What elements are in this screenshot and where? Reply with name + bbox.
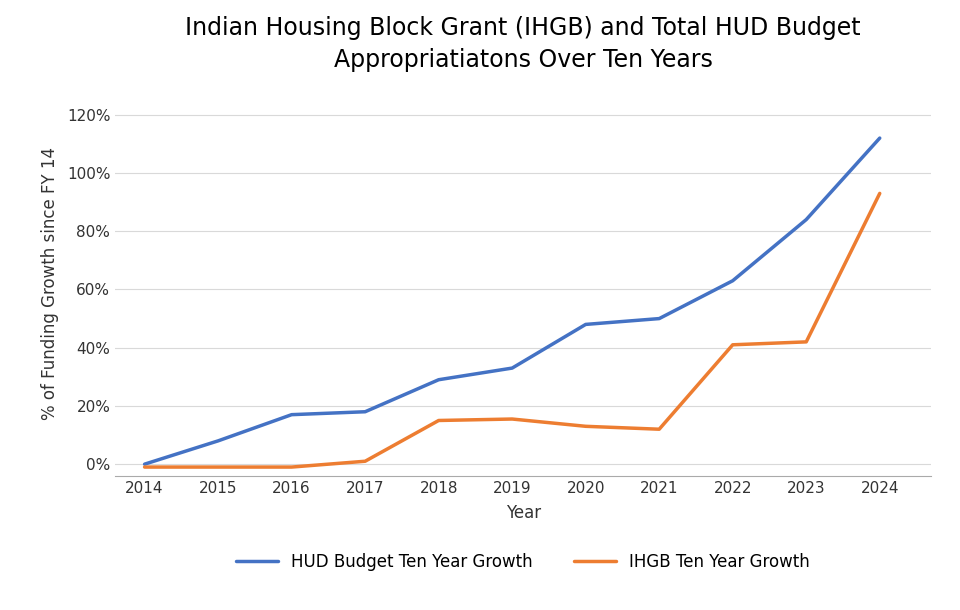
IHGB Ten Year Growth xyxy=(580,423,591,430)
Title: Indian Housing Block Grant (IHGB) and Total HUD Budget
Appropriatiatons Over Ten: Indian Housing Block Grant (IHGB) and To… xyxy=(185,16,861,71)
HUD Budget Ten Year Growth xyxy=(580,321,591,328)
IHGB Ten Year Growth xyxy=(727,341,738,348)
HUD Budget Ten Year Growth xyxy=(874,134,885,142)
HUD Budget Ten Year Growth xyxy=(507,364,518,371)
HUD Budget Ten Year Growth xyxy=(654,315,665,322)
IHGB Ten Year Growth xyxy=(874,190,885,197)
IHGB Ten Year Growth xyxy=(433,417,444,424)
IHGB Ten Year Growth xyxy=(507,415,518,423)
Line: HUD Budget Ten Year Growth: HUD Budget Ten Year Growth xyxy=(145,138,879,464)
IHGB Ten Year Growth xyxy=(139,464,151,471)
Y-axis label: % of Funding Growth since FY 14: % of Funding Growth since FY 14 xyxy=(40,147,59,420)
HUD Budget Ten Year Growth xyxy=(212,437,224,445)
HUD Budget Ten Year Growth xyxy=(433,376,444,384)
HUD Budget Ten Year Growth xyxy=(801,216,812,223)
IHGB Ten Year Growth xyxy=(286,464,298,471)
HUD Budget Ten Year Growth xyxy=(139,461,151,468)
IHGB Ten Year Growth xyxy=(801,338,812,345)
X-axis label: Year: Year xyxy=(506,504,540,522)
Line: IHGB Ten Year Growth: IHGB Ten Year Growth xyxy=(145,193,879,467)
HUD Budget Ten Year Growth xyxy=(286,411,298,418)
IHGB Ten Year Growth xyxy=(212,464,224,471)
HUD Budget Ten Year Growth xyxy=(359,408,371,415)
IHGB Ten Year Growth xyxy=(359,458,371,465)
Legend: HUD Budget Ten Year Growth, IHGB Ten Year Growth: HUD Budget Ten Year Growth, IHGB Ten Yea… xyxy=(236,553,810,572)
HUD Budget Ten Year Growth xyxy=(727,277,738,284)
IHGB Ten Year Growth xyxy=(654,426,665,433)
